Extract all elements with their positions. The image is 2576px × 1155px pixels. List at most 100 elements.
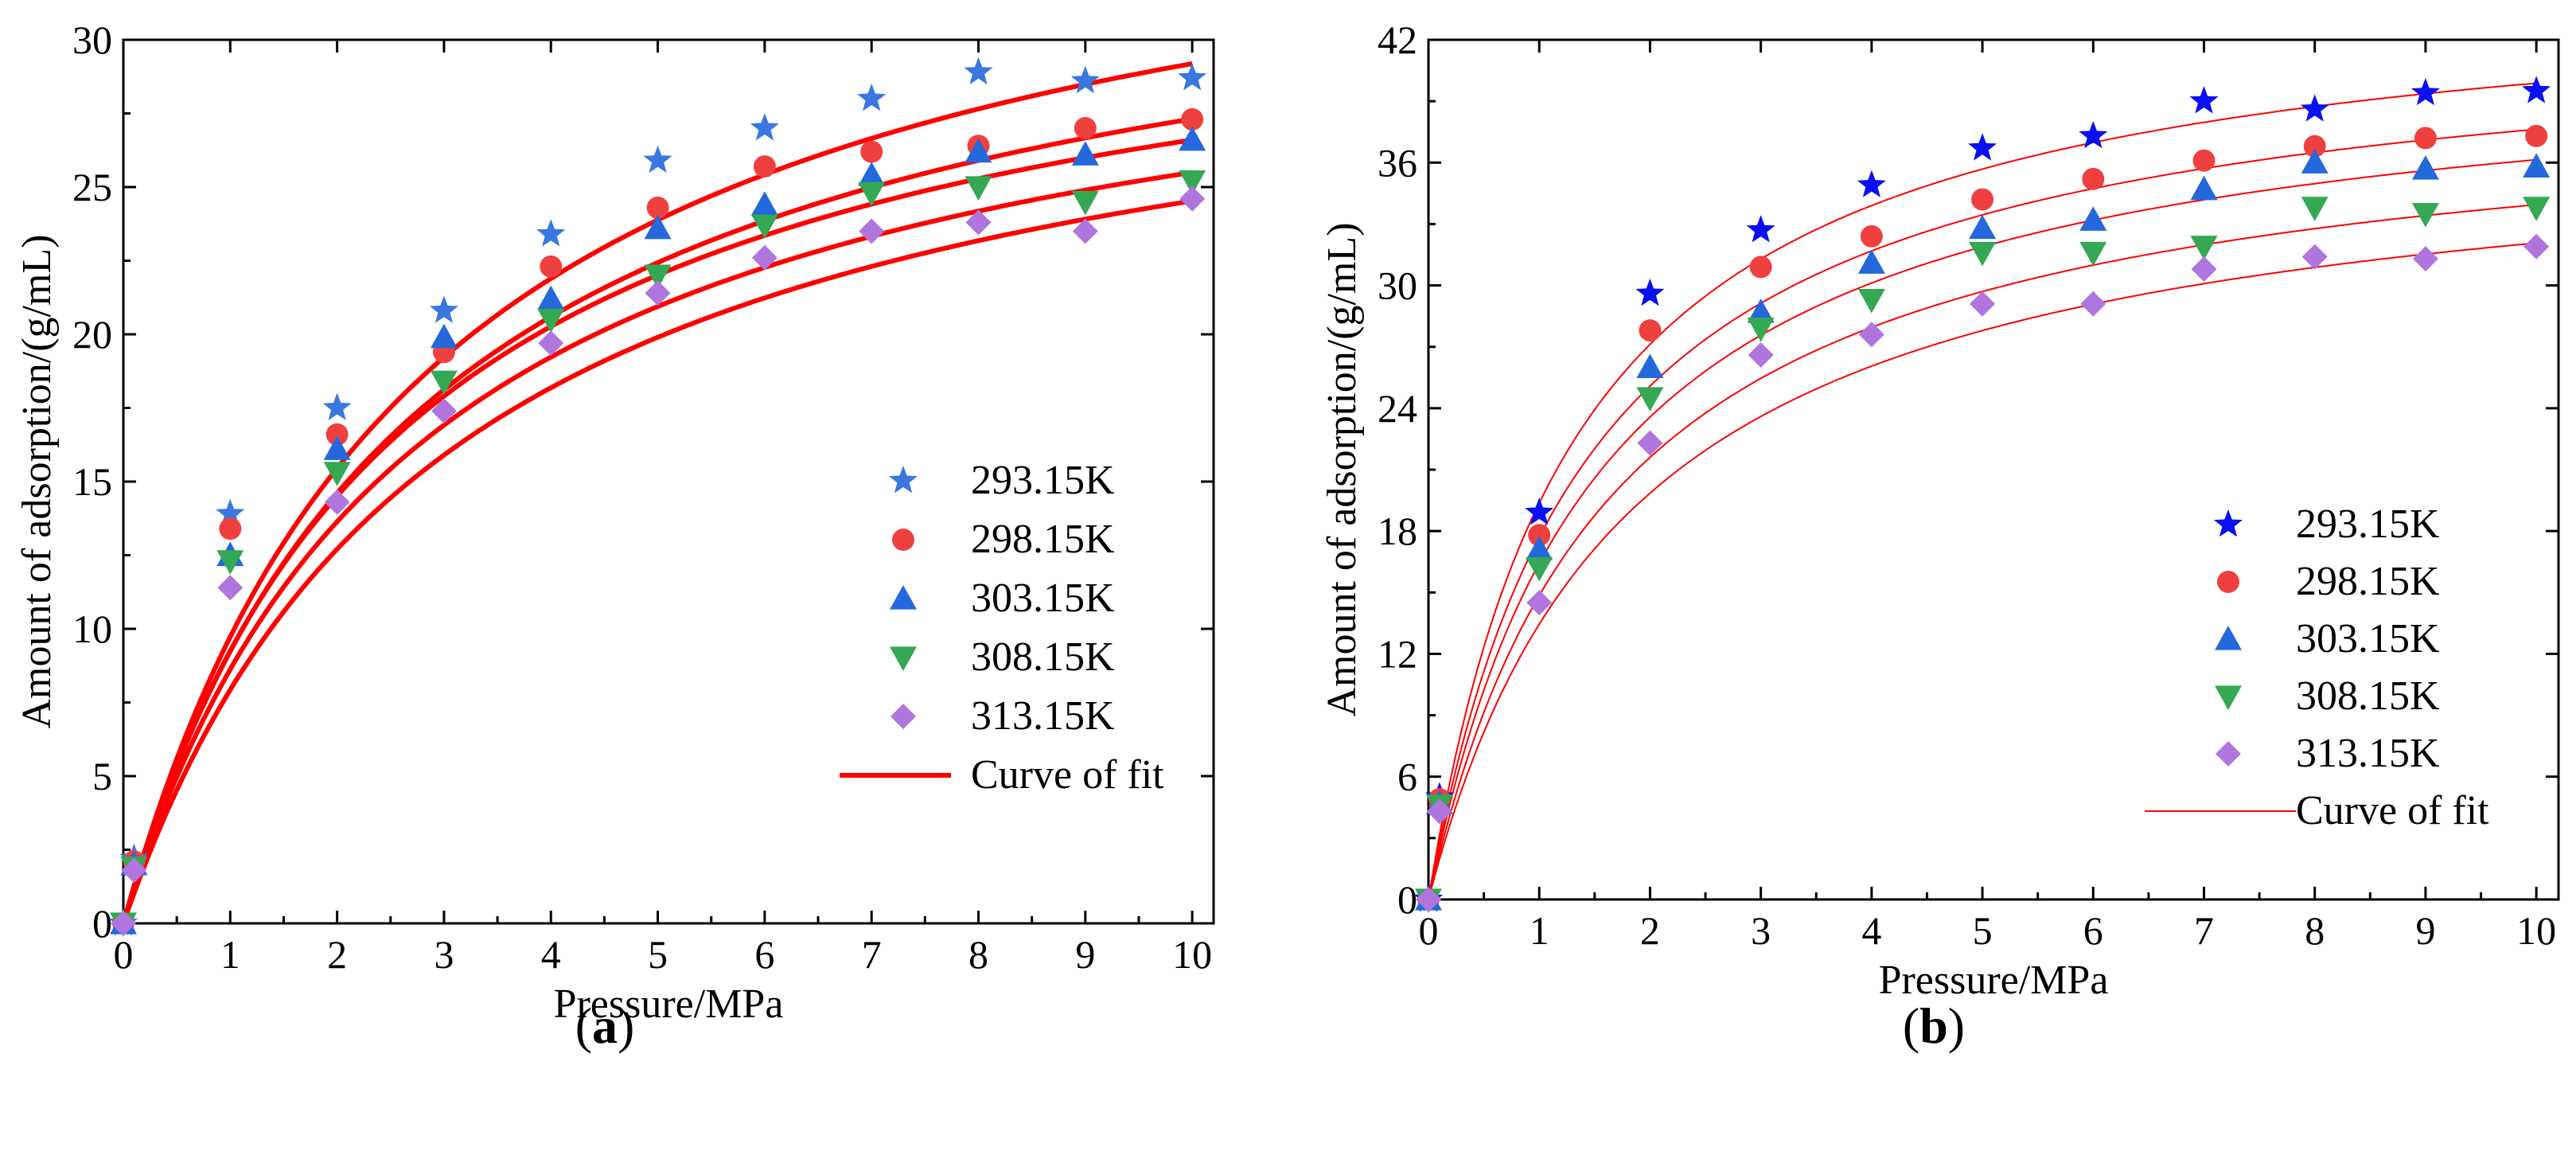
data-point [2523,153,2551,178]
legend-label: 298.15K [971,517,1115,562]
data-point [2079,206,2107,231]
legend-marker [2217,571,2239,593]
data-point [644,214,672,240]
data-point [1526,556,1553,582]
panel-caption: (a) [575,997,635,1054]
data-point [2079,241,2107,267]
data-point [1071,141,1099,166]
data-point [1857,170,1886,197]
series-308.15K [1415,197,2551,913]
data-point [1747,317,1775,342]
legend-marker [892,529,914,551]
data-point [1968,133,1997,161]
data-point [1528,524,1551,547]
data-point [538,330,564,357]
data-point [1971,188,1994,211]
data-point [537,285,565,310]
legend-marker [2215,685,2242,710]
data-point [2301,149,2329,174]
data-point [1074,117,1097,139]
x-tick-label: 7 [862,932,882,977]
data-point [2525,124,2548,147]
data-point [964,57,993,85]
chart-panel-b: 0 1 2 3 4 5 6 7 8 9 1006121824303642Pressure/MPaAm… [1319,18,2560,1054]
data-point [216,550,244,575]
caption-close: ) [1948,997,1965,1054]
data-point [2523,233,2550,259]
data-point [2301,244,2328,270]
x-tick-label: 5 [1973,908,1993,953]
panel-caption: (b) [1903,997,1965,1054]
data-point [1857,249,1885,274]
data-point [111,911,136,936]
x-tick-label: 7 [2194,908,2214,953]
data-point [1860,224,1883,248]
data-point [1426,798,1452,825]
data-point [217,575,244,601]
data-point [646,196,669,219]
x-tick-label: 9 [2415,908,2435,953]
y-tick-label: 0 [1397,877,1417,922]
legend-label: 298.15K [2296,559,2440,604]
x-tick-label: 10 [1172,932,1212,977]
data-point [430,323,458,349]
y-tick-label: 5 [92,754,112,798]
y-tick-label: 12 [1378,631,1417,676]
data-point [644,264,672,289]
legend-fit-label: Curve of fit [2296,788,2489,833]
data-point [322,392,352,420]
y-tick-label: 25 [72,165,112,209]
y-tick-label: 20 [72,312,112,357]
data-point [1748,342,1774,368]
legend-marker [890,646,917,671]
data-point [1526,536,1553,560]
legend-marker [2215,626,2242,650]
data-point [2189,86,2219,114]
data-point [860,140,883,163]
data-point [2523,197,2551,221]
x-tick-label: 3 [434,932,454,977]
x-axis-title: Pressure/MPa [554,981,784,1027]
data-point [1970,291,1996,317]
data-point [2414,127,2437,150]
y-axis-title: Amount of adsorption/(g/mL) [1319,222,1365,716]
series-313.15K [1416,233,2550,912]
data-point [540,255,563,278]
x-tick-label: 0 [114,932,134,977]
legend: 293.15K 298.15K 303.15K 308.15K 313.15K Curve… [2145,501,2489,833]
data-point [1179,126,1206,151]
y-tick-label: 15 [72,459,112,504]
data-point [2190,236,2218,260]
x-tick-label: 10 [2516,908,2556,953]
legend-label: 308.15K [2296,673,2440,719]
data-point [2412,246,2438,272]
data-point [1639,319,1662,342]
data-point [645,280,671,306]
fit-curve-293.15K [1428,82,2537,899]
data-point [216,498,245,527]
data-point [643,145,672,174]
data-point [1070,65,1100,94]
data-point [751,244,777,271]
data-point [1857,288,1885,314]
legend-fit-label: Curve of fit [971,752,1164,798]
data-point [750,214,778,240]
data-point [1181,107,1204,131]
y-tick-label: 42 [1378,18,1417,62]
y-tick-label: 10 [72,607,112,651]
data-point [1636,387,1664,412]
x-tick-label: 8 [968,932,988,977]
data-point [431,398,457,424]
data-point [1416,887,1441,912]
data-point [2301,197,2329,221]
data-point [2190,175,2218,201]
data-point [858,162,886,186]
legend-label: 293.15K [971,458,1115,503]
data-point [1747,299,1775,323]
data-point [2080,291,2106,317]
x-tick-label: 0 [1419,908,1439,953]
data-point [2411,155,2439,180]
data-point [1858,322,1884,348]
